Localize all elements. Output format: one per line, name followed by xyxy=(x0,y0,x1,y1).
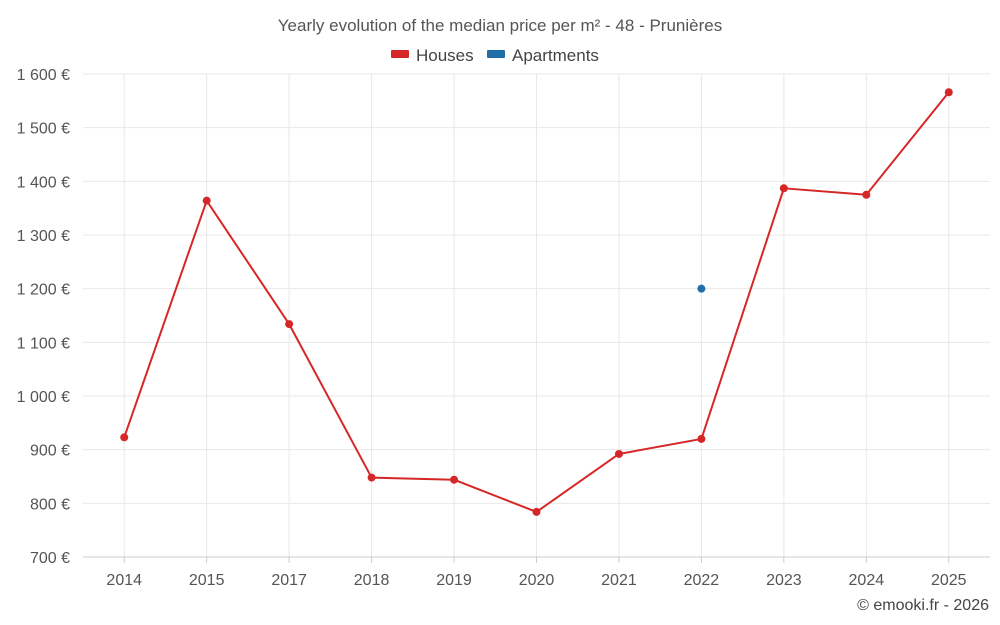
legend-item-houses[interactable]: Houses xyxy=(391,46,474,65)
x-tick-label: 2020 xyxy=(519,572,555,589)
data-point-houses-2018[interactable] xyxy=(367,473,376,482)
y-tick-label: 1 200 € xyxy=(17,282,70,299)
data-point-houses-2023[interactable] xyxy=(779,184,788,193)
data-point-houses-2020[interactable] xyxy=(532,507,541,516)
y-tick-label: 900 € xyxy=(30,443,70,460)
credit-text: © emooki.fr - 2026 xyxy=(857,597,989,614)
grid xyxy=(83,73,990,558)
legend: Houses Apartments xyxy=(391,46,599,65)
y-tick-label: 1 100 € xyxy=(17,335,70,352)
data-point-houses-2019[interactable] xyxy=(450,475,459,484)
y-tick-label: 700 € xyxy=(30,550,70,567)
legend-label-houses: Houses xyxy=(416,46,474,65)
data-point-houses-2022[interactable] xyxy=(697,434,706,443)
x-tick-label: 2018 xyxy=(354,572,390,589)
y-tick-label: 1 400 € xyxy=(17,174,70,191)
legend-swatch-apartments xyxy=(487,50,505,58)
data-point-houses-2015[interactable] xyxy=(202,196,211,205)
data-point-apartments-2022[interactable] xyxy=(697,284,706,293)
legend-swatch-houses xyxy=(391,50,409,58)
x-tick-label: 2014 xyxy=(106,572,142,589)
legend-label-apartments: Apartments xyxy=(512,46,599,65)
x-tick-label: 2015 xyxy=(189,572,225,589)
data-point-houses-2021[interactable] xyxy=(614,449,623,458)
x-tick-label: 2019 xyxy=(436,572,472,589)
x-tick-label: 2025 xyxy=(931,572,967,589)
y-tick-label: 1 500 € xyxy=(17,121,70,138)
x-tick-label: 2023 xyxy=(766,572,802,589)
y-tick-label: 1 300 € xyxy=(17,228,70,245)
data-point-houses-2024[interactable] xyxy=(862,190,871,199)
x-tick-label: 2024 xyxy=(849,572,885,589)
axes: 700 € 800 € 900 € 1 000 € 1 100 € 1 200 € 1 30… xyxy=(17,67,990,589)
series xyxy=(120,88,953,516)
legend-item-apartments[interactable]: Apartments xyxy=(487,46,599,65)
y-tick-label: 1 600 € xyxy=(17,67,70,84)
data-point-houses-2014[interactable] xyxy=(120,433,129,442)
data-point-houses-2025[interactable] xyxy=(944,88,953,97)
y-tick-label: 1 000 € xyxy=(17,389,70,406)
chart-title: Yearly evolution of the median price per… xyxy=(278,16,722,35)
x-tick-label: 2021 xyxy=(601,572,637,589)
y-tick-label: 800 € xyxy=(30,496,70,513)
x-tick-label: 2017 xyxy=(271,572,307,589)
x-tick-label: 2022 xyxy=(684,572,720,589)
data-point-houses-2017[interactable] xyxy=(285,320,294,329)
